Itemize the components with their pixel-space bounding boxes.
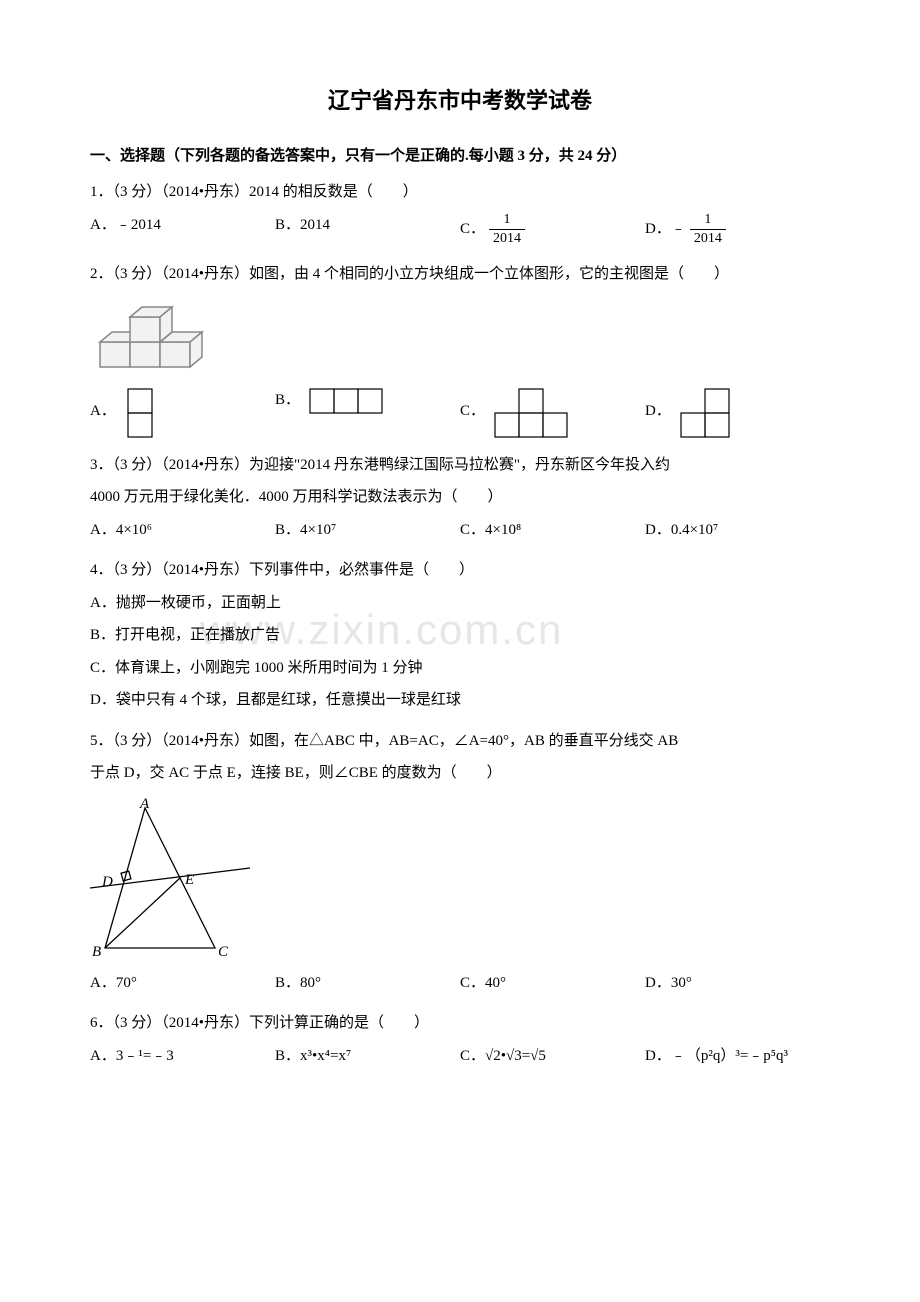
svg-text:B: B: [92, 944, 101, 960]
q5-triangle-figure: A B C D E: [90, 798, 830, 963]
q5-line2: 于点 D，交 AC 于点 E，连接 BE，则∠CBE 的度数为（ ）: [90, 759, 830, 788]
question-2: 2．（3 分）（2014•丹东）如图，由 4 个相同的小立方块组成一个立体图形，…: [90, 260, 830, 439]
q1-opt-b: B．2014: [275, 211, 460, 240]
q2-cube-figure: [90, 297, 830, 377]
q4-opt-a: A．抛掷一枚硬币，正面朝上: [90, 589, 830, 618]
svg-text:D: D: [101, 874, 113, 890]
q2-opt-a: A．: [90, 385, 275, 439]
q1-opt-c: C． 12014: [460, 211, 645, 248]
q6-opt-c: C．√2•√3=√5: [460, 1042, 645, 1071]
q2-opt-d: D．: [645, 385, 830, 439]
question-6: 6．（3 分）（2014•丹东）下列计算正确的是（ ） A．3﹣¹=﹣3 B．x…: [90, 1009, 830, 1070]
q1-text: 1．（3 分）（2014•丹东）2014 的相反数是（ ）: [90, 178, 830, 207]
q6-opt-a: A．3﹣¹=﹣3: [90, 1042, 275, 1071]
q5-opt-c: C．40°: [460, 969, 645, 998]
q2-text: 2．（3 分）（2014•丹东）如图，由 4 个相同的小立方块组成一个立体图形，…: [90, 260, 830, 289]
svg-text:A: A: [139, 798, 150, 812]
q3-opt-b: B．4×10⁷: [275, 516, 460, 545]
q3-opt-c: C．4×10⁸: [460, 516, 645, 545]
q1-opt-a: A．﹣2014: [90, 211, 275, 240]
q2-opt-c: C．: [460, 385, 645, 439]
q4-opt-d: D．袋中只有 4 个球，且都是红球，任意摸出一球是红球: [90, 686, 830, 715]
svg-text:E: E: [184, 872, 194, 888]
q4-opt-c: C．体育课上，小刚跑完 1000 米所用时间为 1 分钟: [90, 654, 830, 683]
q5-opt-b: B．80°: [275, 969, 460, 998]
q3-line1: 3．（3 分）（2014•丹东）为迎接"2014 丹东港鸭绿江国际马拉松赛"，丹…: [90, 451, 830, 480]
q5-opt-a: A．70°: [90, 969, 275, 998]
q3-line2: 4000 万元用于绿化美化．4000 万用科学记数法表示为（ ）: [90, 483, 830, 512]
q5-opt-d: D．30°: [645, 969, 830, 998]
section-header: 一、选择题（下列各题的备选答案中，只有一个是正确的.每小题 3 分，共 24 分…: [90, 142, 830, 171]
q6-opt-b: B．x³•x⁴=x⁷: [275, 1042, 460, 1071]
q4-text: 4．（3 分）（2014•丹东）下列事件中，必然事件是（ ）: [90, 556, 830, 585]
q4-opt-b: B．打开电视，正在播放广告: [90, 621, 830, 650]
q3-opt-a: A．4×10⁶: [90, 516, 275, 545]
q1-opt-d: D． ﹣ 12014: [645, 211, 830, 248]
question-1: 1．（3 分）（2014•丹东）2014 的相反数是（ ） A．﹣2014 B．…: [90, 178, 830, 248]
page-title: 辽宁省丹东市中考数学试卷: [90, 80, 830, 122]
question-3: 3．（3 分）（2014•丹东）为迎接"2014 丹东港鸭绿江国际马拉松赛"，丹…: [90, 451, 830, 545]
svg-text:C: C: [218, 944, 229, 960]
q3-opt-d: D．0.4×10⁷: [645, 516, 830, 545]
q2-opt-b: B．: [275, 385, 460, 417]
q5-line1: 5．（3 分）（2014•丹东）如图，在△ABC 中，AB=AC，∠A=40°，…: [90, 727, 830, 756]
question-5: 5．（3 分）（2014•丹东）如图，在△ABC 中，AB=AC，∠A=40°，…: [90, 727, 830, 998]
q6-opt-d: D．﹣（p²q）³=﹣p⁵q³: [645, 1042, 830, 1071]
q6-text: 6．（3 分）（2014•丹东）下列计算正确的是（ ）: [90, 1009, 830, 1038]
question-4: 4．（3 分）（2014•丹东）下列事件中，必然事件是（ ） A．抛掷一枚硬币，…: [90, 556, 830, 715]
